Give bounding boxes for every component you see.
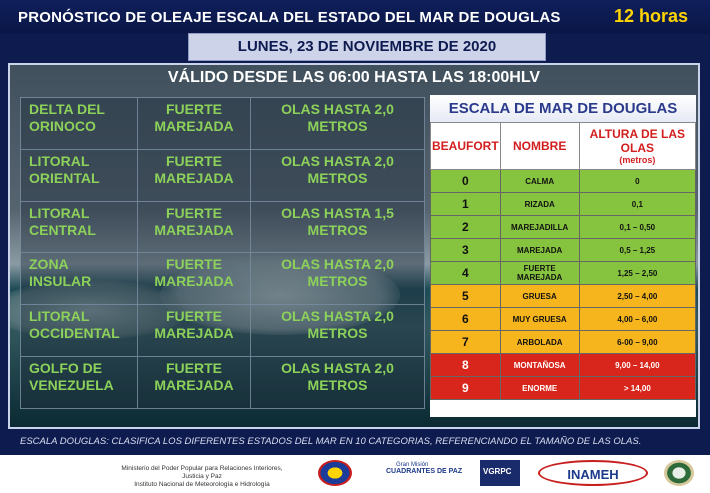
scale-beaufort-number: 5 <box>430 284 501 308</box>
scale-wave-height: 6-00 – 9,00 <box>578 330 697 354</box>
header-name: NOMBRE <box>499 122 580 170</box>
scale-state-name: RIZADA <box>499 192 580 216</box>
scale-beaufort-number: 7 <box>430 330 501 354</box>
scale-row: 9 ENORME > 14,00 <box>430 376 697 400</box>
scale-row: 1 RIZADA 0,1 <box>430 192 697 216</box>
scale-state-name: MAREJADILLA <box>499 215 580 239</box>
scale-row: 8 MONTAÑOSA 9,00 – 14,00 <box>430 353 697 377</box>
ministry-credit: Ministerio del Poder Popular para Relaci… <box>112 465 292 489</box>
forecast-condition: FUERTE MAREJADA <box>137 200 251 254</box>
douglas-scale-chart: ESCALA DE MAR DE DOUGLAS BEAUFORT NOMBRE… <box>430 95 697 417</box>
header-beaufort: BEAUFORT <box>430 122 501 170</box>
forecast-hours: 12 horas <box>613 6 688 26</box>
scale-row: 7 ARBOLADA 6-00 – 9,00 <box>430 330 697 354</box>
scale-beaufort-number: 6 <box>430 307 501 331</box>
forecast-zone: LITORAL CENTRAL <box>20 200 138 254</box>
scale-beaufort-number: 3 <box>430 238 501 262</box>
scale-beaufort-number: 0 <box>430 169 501 193</box>
forecast-wave-height: OLAS HASTA 2,0 METROS <box>250 304 425 358</box>
institutional-seal-logo <box>664 460 694 486</box>
scale-state-name: FUERTE MAREJADA <box>499 261 580 285</box>
date-banner: LUNES, 23 DE NOVIEMBRE DE 2020 <box>188 33 546 61</box>
scale-row: 0 CALMA 0 <box>430 169 697 193</box>
scale-row: 2 MAREJADILLA 0,1 – 0,50 <box>430 215 697 239</box>
scale-title: ESCALA DE MAR DE DOUGLAS <box>430 95 696 122</box>
forecast-wave-height: OLAS HASTA 2,0 METROS <box>250 252 425 306</box>
validity-period: VÁLIDO DESDE LAS 06:00 HASTA LAS 18:00HL… <box>167 69 541 86</box>
forecast-row: GOLFO DE VENEZUELA FUERTE MAREJADA OLAS HA… <box>20 356 425 409</box>
title-bar: PRONÓSTICO DE OLEAJE ESCALA DEL ESTADO D… <box>0 0 710 34</box>
forecast-row: LITORAL ORIENTAL FUERTE MAREJADA OLAS HAST… <box>20 148 425 202</box>
scale-wave-height: 4,00 – 6,00 <box>578 307 697 331</box>
forecast-poster: PRONÓSTICO DE OLEAJE ESCALA DEL ESTADO D… <box>0 0 710 455</box>
cuadrantes-logo-subtitle: Gran Misión <box>396 462 429 468</box>
scale-beaufort-number: 1 <box>430 192 501 216</box>
scale-state-name: MUY GRUESA <box>499 307 580 331</box>
scale-footnote: ESCALA DOUGLAS: CLASIFICA LOS DIFERENTES… <box>20 436 642 447</box>
cuadrantes-de-paz-logo: Gran Misión CUADRANTES DE PAZ <box>382 460 466 486</box>
forecast-condition: FUERTE MAREJADA <box>137 148 251 202</box>
scale-state-name: ARBOLADA <box>499 330 580 354</box>
scale-state-name: MAREJADA <box>499 238 580 262</box>
poster-title: PRONÓSTICO DE OLEAJE ESCALA DEL ESTADO D… <box>18 9 561 26</box>
scale-row: 3 MAREJADA 0,5 – 1,25 <box>430 238 697 262</box>
scale-beaufort-number: 2 <box>430 215 501 239</box>
header-wave-height: ALTURA DE LAS OLAS (metros) <box>578 122 697 170</box>
douglas-scale-table: BEAUFORT NOMBRE ALTURA DE LAS OLAS (metr… <box>430 122 697 400</box>
forecast-zone: DELTA DEL ORINOCO <box>20 97 138 150</box>
scale-beaufort-number: 8 <box>430 353 501 377</box>
forecast-row: LITORAL CENTRAL FUERTE MAREJADA OLAS HASTA… <box>20 200 425 254</box>
inameh-logo: INAMEH <box>538 460 648 486</box>
scale-state-name: GRUESA <box>499 284 580 308</box>
forecast-condition: FUERTE MAREJADA <box>137 97 251 150</box>
scale-wave-height: 0,1 <box>578 192 697 216</box>
forecast-zone: LITORAL ORIENTAL <box>20 148 138 202</box>
scale-state-name: CALMA <box>499 169 580 193</box>
scale-row: 5 GRUESA 2,50 – 4,00 <box>430 284 697 308</box>
forecast-table: DELTA DEL ORINOCO FUERTE MAREJADA OLAS HAS… <box>20 97 425 409</box>
vgrpc-logo-text: VGRPC <box>483 467 512 476</box>
forecast-wave-height: OLAS HASTA 2,0 METROS <box>250 356 425 409</box>
ministry-line-2: Instituto Nacional de Meteorología e Hid… <box>134 481 270 488</box>
scale-beaufort-number: 4 <box>430 261 501 285</box>
forecast-zone: GOLFO DE VENEZUELA <box>20 356 138 409</box>
forecast-row: LITORAL OCCIDENTAL FUERTE MAREJADA OLAS HA… <box>20 304 425 358</box>
vgrpc-logo: VGRPC <box>480 460 520 486</box>
scale-wave-height: 0 <box>578 169 697 193</box>
forecast-zone: ZONA INSULAR <box>20 252 138 306</box>
scale-wave-height: > 14,00 <box>578 376 697 400</box>
scale-wave-height: 0,5 – 1,25 <box>578 238 697 262</box>
scale-wave-height: 2,50 – 4,00 <box>578 284 697 308</box>
scale-row: 6 MUY GRUESA 4,00 – 6,00 <box>430 307 697 331</box>
scale-wave-height: 1,25 – 2,50 <box>578 261 697 285</box>
forecast-wave-height: OLAS HASTA 2,0 METROS <box>250 148 425 202</box>
forecast-condition: FUERTE MAREJADA <box>137 252 251 306</box>
forecast-zone: LITORAL OCCIDENTAL <box>20 304 138 358</box>
header-wave-height-label: ALTURA DE LAS OLAS <box>589 127 685 155</box>
cuadrantes-logo-text: CUADRANTES DE PAZ <box>386 468 463 475</box>
scale-wave-height: 9,00 – 14,00 <box>578 353 697 377</box>
forecast-condition: FUERTE MAREJADA <box>137 356 251 409</box>
scale-state-name: ENORME <box>499 376 580 400</box>
ministry-line-1: Ministerio del Poder Popular para Relaci… <box>121 465 283 480</box>
forecast-row: DELTA DEL ORINOCO FUERTE MAREJADA OLAS HAS… <box>20 97 425 150</box>
scale-beaufort-number: 9 <box>430 376 501 400</box>
venezuela-coat-of-arms-logo <box>318 460 352 486</box>
scale-state-name: MONTAÑOSA <box>499 353 580 377</box>
inameh-logo-text: INAMEH <box>567 467 619 482</box>
forecast-condition: FUERTE MAREJADA <box>137 304 251 358</box>
forecast-panel: VÁLIDO DESDE LAS 06:00 HASTA LAS 18:00HL… <box>8 63 700 429</box>
forecast-date: LUNES, 23 DE NOVIEMBRE DE 2020 <box>237 38 497 55</box>
forecast-wave-height: OLAS HASTA 1,5 METROS <box>250 200 425 254</box>
scale-wave-height: 0,1 – 0,50 <box>578 215 697 239</box>
forecast-row: ZONA INSULAR FUERTE MAREJADA OLAS HASTA 2,… <box>20 252 425 306</box>
scale-row: 4 FUERTE MAREJADA 1,25 – 2,50 <box>430 261 697 285</box>
header-wave-height-unit: (metros) <box>619 155 656 165</box>
forecast-wave-height: OLAS HASTA 2,0 METROS <box>250 97 425 150</box>
